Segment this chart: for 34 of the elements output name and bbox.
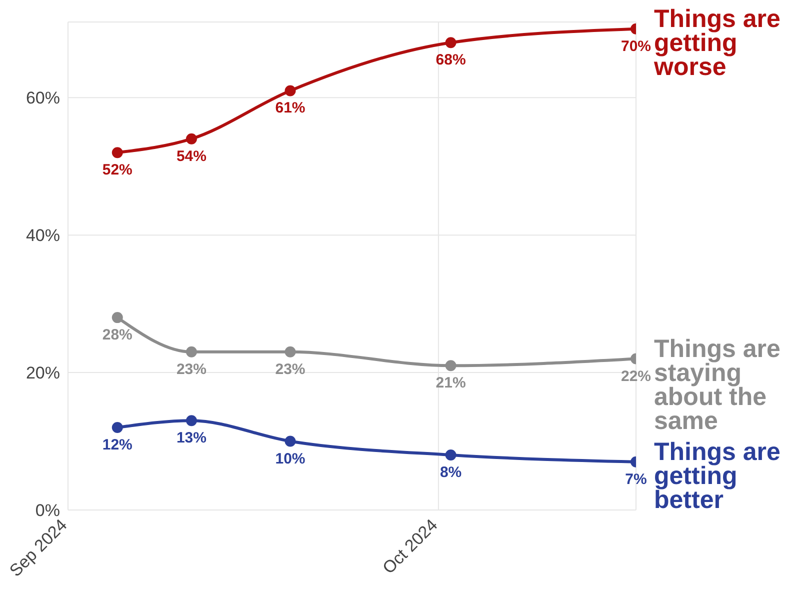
point <box>284 436 296 447</box>
point <box>186 346 197 358</box>
point <box>284 85 296 96</box>
series-label: Things are staying about the same <box>654 334 781 435</box>
point <box>445 37 456 48</box>
data-label: 22% <box>620 368 652 385</box>
point <box>112 312 123 324</box>
data-label: 8% <box>440 464 462 482</box>
point <box>445 450 456 461</box>
data-label: 28% <box>102 326 132 344</box>
data-label: 54% <box>176 148 206 165</box>
y-tick-label: 20% <box>26 364 60 383</box>
point <box>112 422 123 434</box>
data-label: 61% <box>275 100 306 117</box>
point <box>112 147 123 158</box>
data-label: 21% <box>436 374 466 392</box>
series-label: Things are getting better <box>654 438 781 514</box>
point <box>186 415 197 426</box>
point <box>186 133 197 144</box>
data-label: 23% <box>176 360 206 378</box>
point <box>284 346 296 358</box>
series-label: Things are getting worse <box>653 4 781 81</box>
data-label: 52% <box>102 162 132 179</box>
point <box>445 360 456 372</box>
data-label: 10% <box>275 450 306 468</box>
data-label: 13% <box>176 430 206 447</box>
data-label: 70% <box>620 38 652 55</box>
data-label: 7% <box>625 470 647 488</box>
y-tick-label: 40% <box>26 226 60 246</box>
data-label: 12% <box>102 436 132 454</box>
y-tick-label: 0% <box>35 501 60 520</box>
data-label: 23% <box>275 360 306 378</box>
y-tick-label: 60% <box>26 88 60 108</box>
data-label: 68% <box>436 52 466 69</box>
